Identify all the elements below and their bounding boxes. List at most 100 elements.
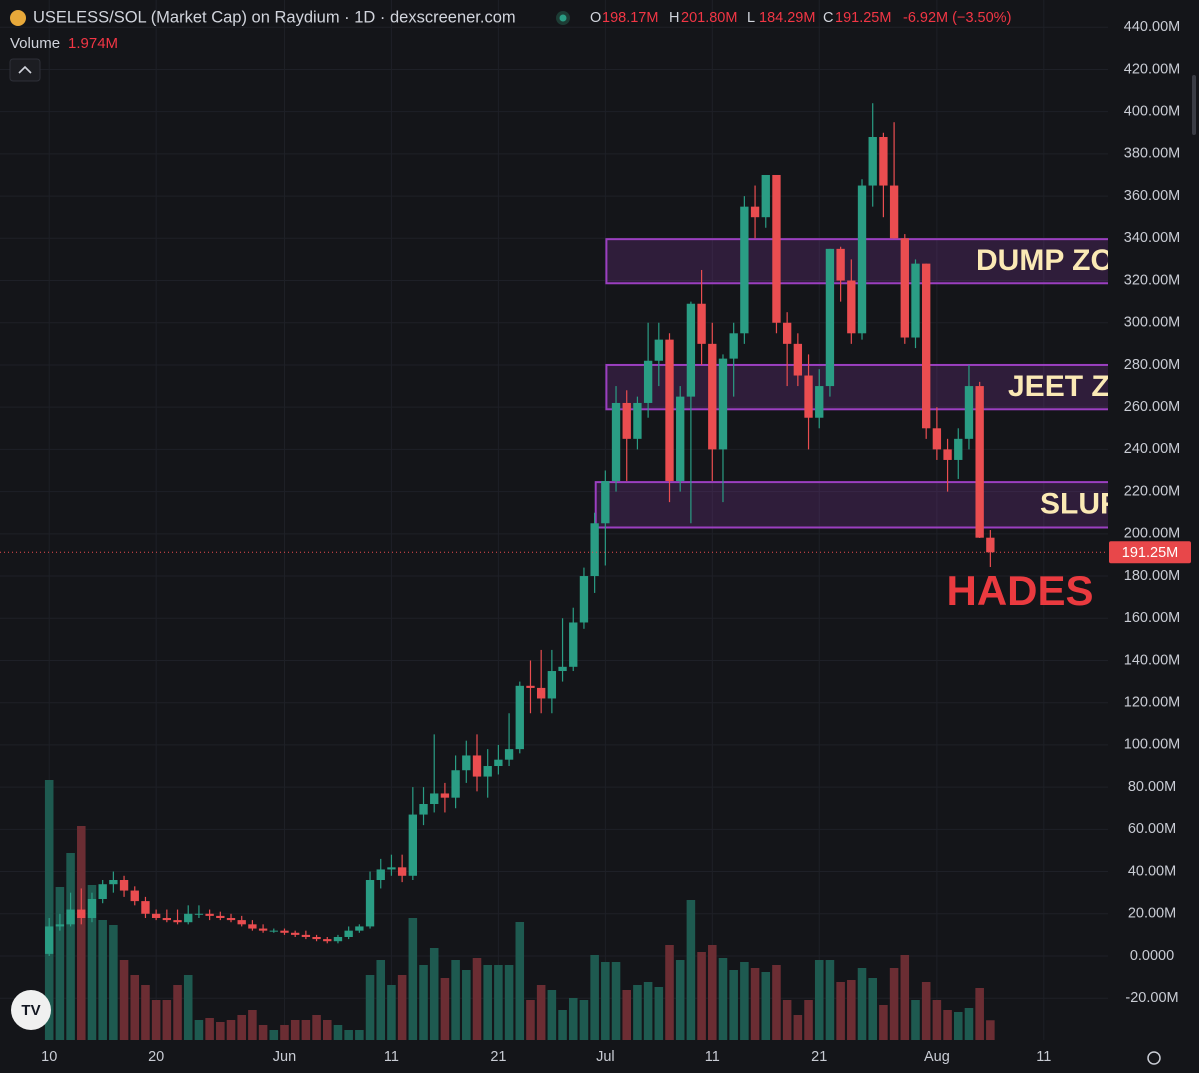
- candle-body: [954, 438, 963, 460]
- ohlc-name: L: [747, 10, 755, 26]
- y-tick-label: 140.00M: [1124, 652, 1180, 668]
- candle-body: [622, 402, 631, 439]
- candle-body: [825, 248, 835, 387]
- candle-body: [718, 358, 728, 450]
- candle-body: [879, 136, 888, 186]
- candle-body: [547, 671, 557, 699]
- y-tick-label: 400.00M: [1124, 103, 1180, 119]
- candle-body: [815, 386, 824, 418]
- logo-badge[interactable]: [11, 990, 51, 1030]
- volume-bar: [301, 1020, 311, 1040]
- y-tick-label: 180.00M: [1124, 568, 1180, 584]
- candle-body: [365, 880, 375, 927]
- candle-body: [226, 917, 236, 921]
- volume-bar: [451, 960, 460, 1040]
- candle-body: [761, 174, 770, 218]
- volume-bar: [462, 970, 471, 1040]
- candle-body: [312, 936, 321, 940]
- volume-bar: [590, 955, 599, 1040]
- volume-bar: [119, 960, 129, 1040]
- x-tick-label: 10: [41, 1049, 57, 1065]
- candle-body: [804, 375, 813, 418]
- candle-body: [964, 386, 974, 439]
- volume-bar: [483, 965, 492, 1040]
- volume-bar: [547, 990, 557, 1040]
- volume-bar: [665, 945, 674, 1040]
- volume-bar: [740, 962, 749, 1040]
- candle-body: [889, 185, 899, 239]
- candle-layer: [0, 103, 1108, 956]
- volume-bar: [151, 1000, 161, 1040]
- volume-bar: [237, 1015, 246, 1040]
- volume-bar: [889, 968, 899, 1040]
- candle-body: [280, 930, 289, 933]
- candle-body: [483, 766, 492, 777]
- settings-icon[interactable]: [1147, 1051, 1161, 1065]
- volume-bar: [675, 960, 685, 1040]
- zone: [605, 238, 1108, 285]
- candle-body: [173, 920, 182, 923]
- volume-bar: [333, 1025, 343, 1040]
- y-tick-label: 260.00M: [1124, 399, 1180, 415]
- candle-body: [611, 402, 621, 482]
- volume-bar: [568, 998, 578, 1040]
- ohlc-name: H: [669, 10, 679, 26]
- volume-bar: [162, 1000, 172, 1040]
- y-tick-label: 240.00M: [1124, 441, 1180, 457]
- candle-body: [355, 926, 364, 931]
- volume-bar: [911, 1000, 920, 1040]
- volume-bar: [504, 965, 514, 1040]
- candle-body: [932, 428, 942, 450]
- volume-bar: [782, 1000, 792, 1040]
- volume-bar: [66, 853, 75, 1040]
- candle-body: [45, 926, 54, 954]
- volume-bar: [515, 922, 525, 1040]
- volume-bar: [280, 1025, 289, 1040]
- candle-body: [847, 280, 856, 334]
- x-tick-label: 11: [1036, 1049, 1051, 1065]
- status-dot: [559, 14, 567, 22]
- volume-bar: [643, 982, 653, 1040]
- candle-body: [98, 884, 107, 899]
- volume-bar: [269, 1030, 279, 1040]
- grid: [0, 0, 1108, 1040]
- volume-bar: [814, 960, 824, 1040]
- volume-bar: [526, 1000, 535, 1040]
- volume-bar: [793, 1015, 803, 1040]
- y-tick-label: 20.00M: [1128, 906, 1176, 922]
- candle-body: [750, 206, 760, 218]
- volume-bar: [750, 968, 760, 1040]
- volume-bar: [226, 1020, 236, 1040]
- candle-body: [633, 402, 642, 439]
- volume-bar: [761, 972, 771, 1040]
- candle-body: [772, 174, 781, 323]
- ohlc-value: 191.25M: [835, 10, 891, 26]
- candle-body: [643, 360, 653, 403]
- y-tick-label: 340.00M: [1124, 230, 1180, 246]
- volume-bar: [387, 985, 396, 1040]
- y-tick-label: 380.00M: [1124, 146, 1180, 162]
- volume-bar: [708, 945, 717, 1040]
- collapse-button[interactable]: [9, 58, 41, 82]
- candle-body: [258, 928, 268, 931]
- candle-body: [782, 322, 792, 344]
- y-tick-label: 80.00M: [1128, 779, 1176, 795]
- volume-bar: [921, 982, 931, 1040]
- volume-bar: [718, 958, 728, 1040]
- ohlc-name: O: [590, 10, 601, 26]
- volume-bar: [429, 948, 439, 1040]
- candle-body: [248, 924, 257, 929]
- zone: [594, 481, 1108, 529]
- volume-bar: [825, 960, 835, 1040]
- x-tick-label: 21: [811, 1049, 827, 1065]
- candle-body: [943, 449, 952, 460]
- candle-body: [162, 917, 172, 921]
- candle-body: [569, 622, 578, 667]
- candle-body: [526, 685, 535, 688]
- volume-bar: [141, 985, 150, 1040]
- ohlc-value: 184.29M: [759, 10, 815, 26]
- volume-bar: [290, 1020, 300, 1040]
- candle-body: [55, 924, 65, 927]
- y-tick-label: 0.0000: [1130, 948, 1174, 964]
